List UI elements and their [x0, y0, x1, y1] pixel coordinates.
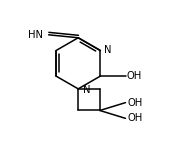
- Text: N: N: [104, 45, 112, 55]
- Text: N: N: [83, 85, 91, 95]
- Text: HN: HN: [28, 30, 43, 40]
- Text: OH: OH: [127, 113, 143, 123]
- Text: OH: OH: [127, 71, 142, 81]
- Text: OH: OH: [127, 98, 143, 108]
